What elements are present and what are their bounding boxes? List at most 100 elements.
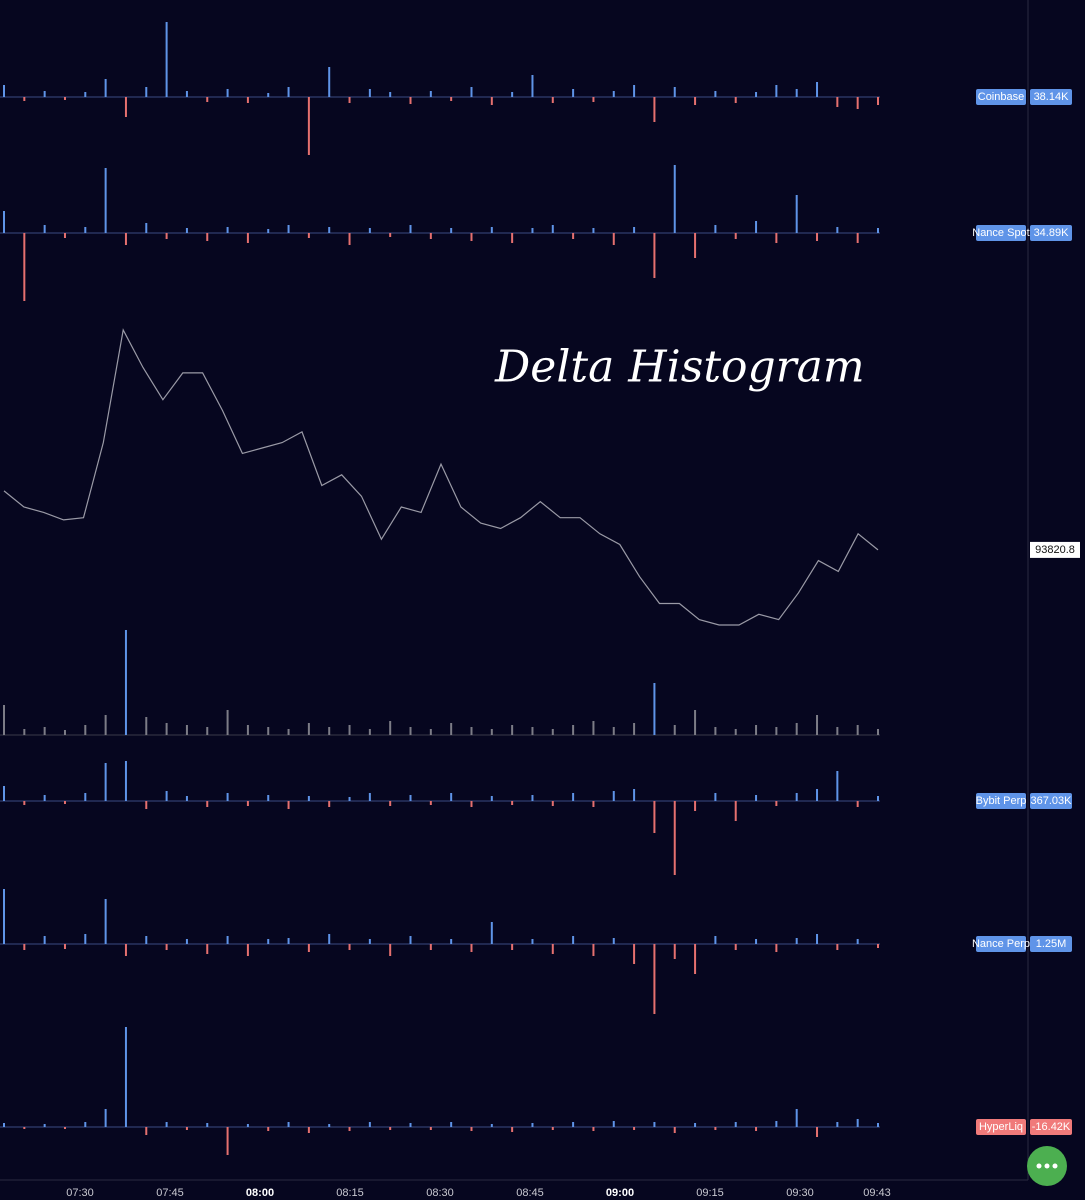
delta-bar bbox=[775, 85, 778, 97]
delta-bar bbox=[714, 225, 717, 233]
delta-bar bbox=[450, 1122, 453, 1127]
delta-bar bbox=[267, 1127, 270, 1131]
delta-bar bbox=[104, 899, 107, 944]
volume-bar bbox=[633, 723, 636, 735]
delta-bar bbox=[246, 944, 249, 956]
delta-bar bbox=[734, 801, 737, 821]
volume-bar bbox=[226, 710, 229, 735]
delta-bar bbox=[409, 97, 412, 104]
delta-bar bbox=[877, 1123, 879, 1127]
delta-bar bbox=[755, 92, 758, 97]
delta-bar bbox=[816, 1127, 819, 1137]
dot bbox=[1052, 1163, 1058, 1169]
delta-bar bbox=[734, 1122, 737, 1127]
time-label: 08:15 bbox=[336, 1187, 364, 1199]
delta-bar bbox=[246, 1124, 249, 1127]
delta-bar bbox=[185, 228, 188, 233]
more-button[interactable] bbox=[1027, 1146, 1067, 1186]
delta-bar bbox=[714, 936, 717, 944]
delta-bar bbox=[795, 1109, 798, 1127]
volume-bar bbox=[572, 725, 575, 735]
delta-bar bbox=[714, 1127, 717, 1130]
delta-bar bbox=[592, 97, 595, 102]
delta-bar bbox=[653, 944, 656, 1014]
delta-bar bbox=[470, 801, 473, 807]
volume-bar bbox=[551, 729, 554, 735]
delta-bar bbox=[511, 233, 514, 243]
last-value-bg bbox=[1030, 89, 1072, 105]
delta-bar bbox=[409, 225, 412, 233]
volume-bar bbox=[328, 727, 331, 735]
volume-bar bbox=[511, 725, 514, 735]
delta-bar bbox=[612, 1121, 615, 1127]
volume-bar bbox=[856, 725, 859, 735]
dot bbox=[1044, 1163, 1050, 1169]
delta-bar bbox=[470, 233, 473, 241]
delta-bar bbox=[694, 944, 697, 974]
volume-bar bbox=[775, 727, 778, 735]
delta-bar bbox=[246, 97, 249, 103]
volume-bar bbox=[246, 725, 249, 735]
delta-bar bbox=[23, 801, 26, 805]
delta-bar bbox=[836, 944, 839, 950]
volume-bar bbox=[592, 721, 595, 735]
volume-bar bbox=[307, 723, 310, 735]
delta-bar bbox=[23, 233, 26, 301]
delta-bar bbox=[246, 233, 249, 243]
delta-bar bbox=[328, 67, 331, 97]
delta-bar bbox=[450, 228, 453, 233]
delta-bar bbox=[104, 763, 107, 801]
delta-bar bbox=[23, 1127, 26, 1129]
volume-bar bbox=[795, 723, 798, 735]
volume-bar bbox=[531, 727, 534, 735]
delta-bar bbox=[592, 228, 595, 233]
delta-bar bbox=[673, 801, 676, 875]
delta-bar bbox=[104, 79, 107, 97]
delta-bar bbox=[633, 944, 636, 964]
delta-bar bbox=[389, 92, 392, 97]
delta-bar bbox=[673, 87, 676, 97]
exchange-label: HyperLiq bbox=[979, 1121, 1023, 1133]
delta-bar bbox=[63, 944, 66, 949]
delta-bar bbox=[63, 97, 66, 100]
delta-bar bbox=[694, 97, 697, 105]
delta-bar bbox=[206, 944, 209, 954]
delta-bar bbox=[165, 22, 168, 97]
delta-bar bbox=[653, 233, 656, 278]
delta-bar bbox=[694, 801, 697, 811]
exchange-label-bg bbox=[976, 1119, 1026, 1135]
delta-bar bbox=[145, 223, 148, 233]
delta-bar bbox=[307, 97, 310, 155]
delta-bar bbox=[836, 771, 839, 801]
exchange-label-bg bbox=[976, 936, 1026, 952]
last-value: 34.89K bbox=[1034, 227, 1070, 239]
delta-bar bbox=[836, 97, 839, 107]
delta-bar bbox=[633, 1127, 636, 1130]
delta-bar bbox=[206, 1123, 209, 1127]
exchange-label-bg bbox=[976, 89, 1026, 105]
delta-bar bbox=[84, 793, 87, 801]
time-label: 08:30 bbox=[426, 1187, 454, 1199]
delta-bar bbox=[429, 1127, 432, 1130]
exchange-label: Nance Perp bbox=[972, 938, 1030, 950]
delta-bar bbox=[592, 944, 595, 956]
delta-bar bbox=[307, 233, 310, 238]
delta-bar bbox=[389, 944, 392, 956]
delta-bar bbox=[124, 97, 127, 117]
delta-bar bbox=[450, 97, 453, 101]
delta-bar bbox=[124, 761, 127, 801]
delta-bar bbox=[267, 939, 270, 944]
delta-bar bbox=[287, 938, 290, 944]
time-label: 07:30 bbox=[66, 1187, 94, 1199]
delta-bar bbox=[389, 233, 392, 237]
delta-bar bbox=[572, 793, 575, 801]
delta-bar bbox=[145, 936, 148, 944]
delta-bar bbox=[470, 1127, 473, 1131]
last-value: 1.25M bbox=[1036, 938, 1067, 950]
delta-bar bbox=[795, 938, 798, 944]
delta-bar bbox=[755, 939, 758, 944]
delta-bar bbox=[734, 233, 737, 239]
delta-bar bbox=[572, 936, 575, 944]
delta-bar bbox=[226, 89, 229, 97]
price-label-bg bbox=[1030, 541, 1080, 558]
